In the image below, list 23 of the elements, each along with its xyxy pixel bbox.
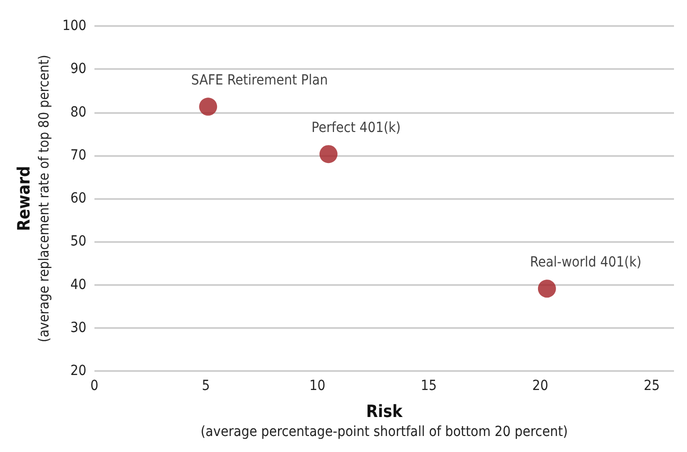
x-tick-label: 15 xyxy=(420,378,437,394)
point xyxy=(320,145,338,164)
annotation: Perfect 401(k) xyxy=(311,120,401,136)
y-tick-label: 50 xyxy=(70,234,86,250)
y-tick-label: 90 xyxy=(70,61,86,78)
y-tick-label: 70 xyxy=(70,147,86,164)
point xyxy=(199,98,218,116)
x-axis-title: Risk (average percentage-point shortfall of bottom 20 percent) xyxy=(200,402,568,440)
annotation: SAFE Retirement Plan xyxy=(191,72,328,89)
y-tick-label: 30 xyxy=(70,320,86,336)
x-tick-label: 5 xyxy=(202,378,210,394)
y-tick-label: 60 xyxy=(70,190,86,206)
x-tick-label: 10 xyxy=(309,378,326,394)
x-tick-label: 0 xyxy=(90,378,98,394)
point xyxy=(538,280,556,298)
x-tick-label: 25 xyxy=(644,378,660,394)
y-tick-label: 100 xyxy=(62,18,86,34)
x-tick-label: 20 xyxy=(532,378,548,394)
y-tick-label: 80 xyxy=(70,104,86,120)
y-tick-label: 40 xyxy=(70,276,86,293)
annotation: Real-world 401(k) xyxy=(530,254,642,271)
y-axis-title: Reward (average replacement rate of top 80 percent) xyxy=(14,54,52,342)
y-tick-label: 20 xyxy=(70,363,86,379)
